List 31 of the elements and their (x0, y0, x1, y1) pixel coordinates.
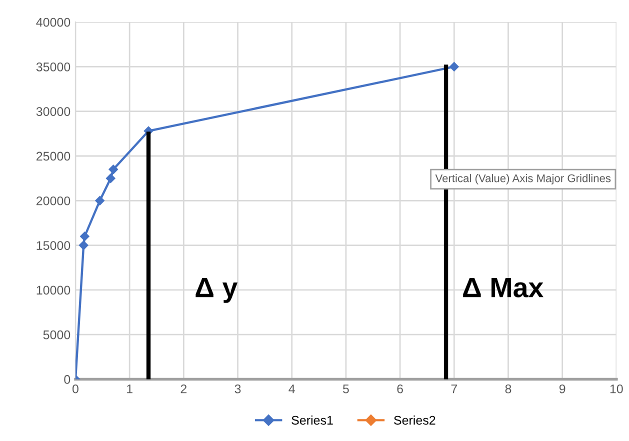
x-tick-label: 0 (72, 384, 78, 394)
y-tick-label: 30000 (36, 107, 70, 116)
annotation: Vertical (Value) Axis Major Gridlines (435, 174, 611, 184)
y-tick-label: 5000 (43, 330, 70, 340)
point (106, 174, 116, 183)
y-tick-label: 35000 (36, 62, 70, 72)
point (450, 62, 459, 72)
annotation: Δ Max (463, 278, 544, 298)
x-tick-label: 8 (505, 384, 512, 394)
y-tick-label: 20000 (36, 196, 70, 206)
y-tick-label: 15000 (36, 241, 70, 250)
legend-label: Series2 (394, 416, 436, 425)
y-tick-label: 40000 (36, 18, 70, 27)
x-tick-label: 5 (342, 384, 349, 394)
x-tick-label: 4 (288, 384, 295, 394)
x-tick-label: 10 (610, 384, 623, 394)
x-tick-label: 9 (559, 384, 566, 394)
x-tick-label: 3 (234, 384, 241, 394)
y-tick-label: 25000 (36, 152, 70, 161)
x-tick-label: 2 (180, 384, 187, 394)
legend-label: Series1 (292, 416, 333, 425)
point (95, 196, 104, 206)
annotation: Δ y (196, 278, 238, 303)
point (108, 164, 118, 174)
point (80, 232, 90, 241)
x-tick-label: 6 (397, 384, 403, 394)
x-tick-label: 7 (451, 384, 457, 394)
y-tick-label: 10000 (36, 286, 70, 295)
x-tick-label: 1 (127, 384, 132, 394)
point (78, 240, 88, 250)
y-tick-label: 0 (64, 375, 70, 384)
